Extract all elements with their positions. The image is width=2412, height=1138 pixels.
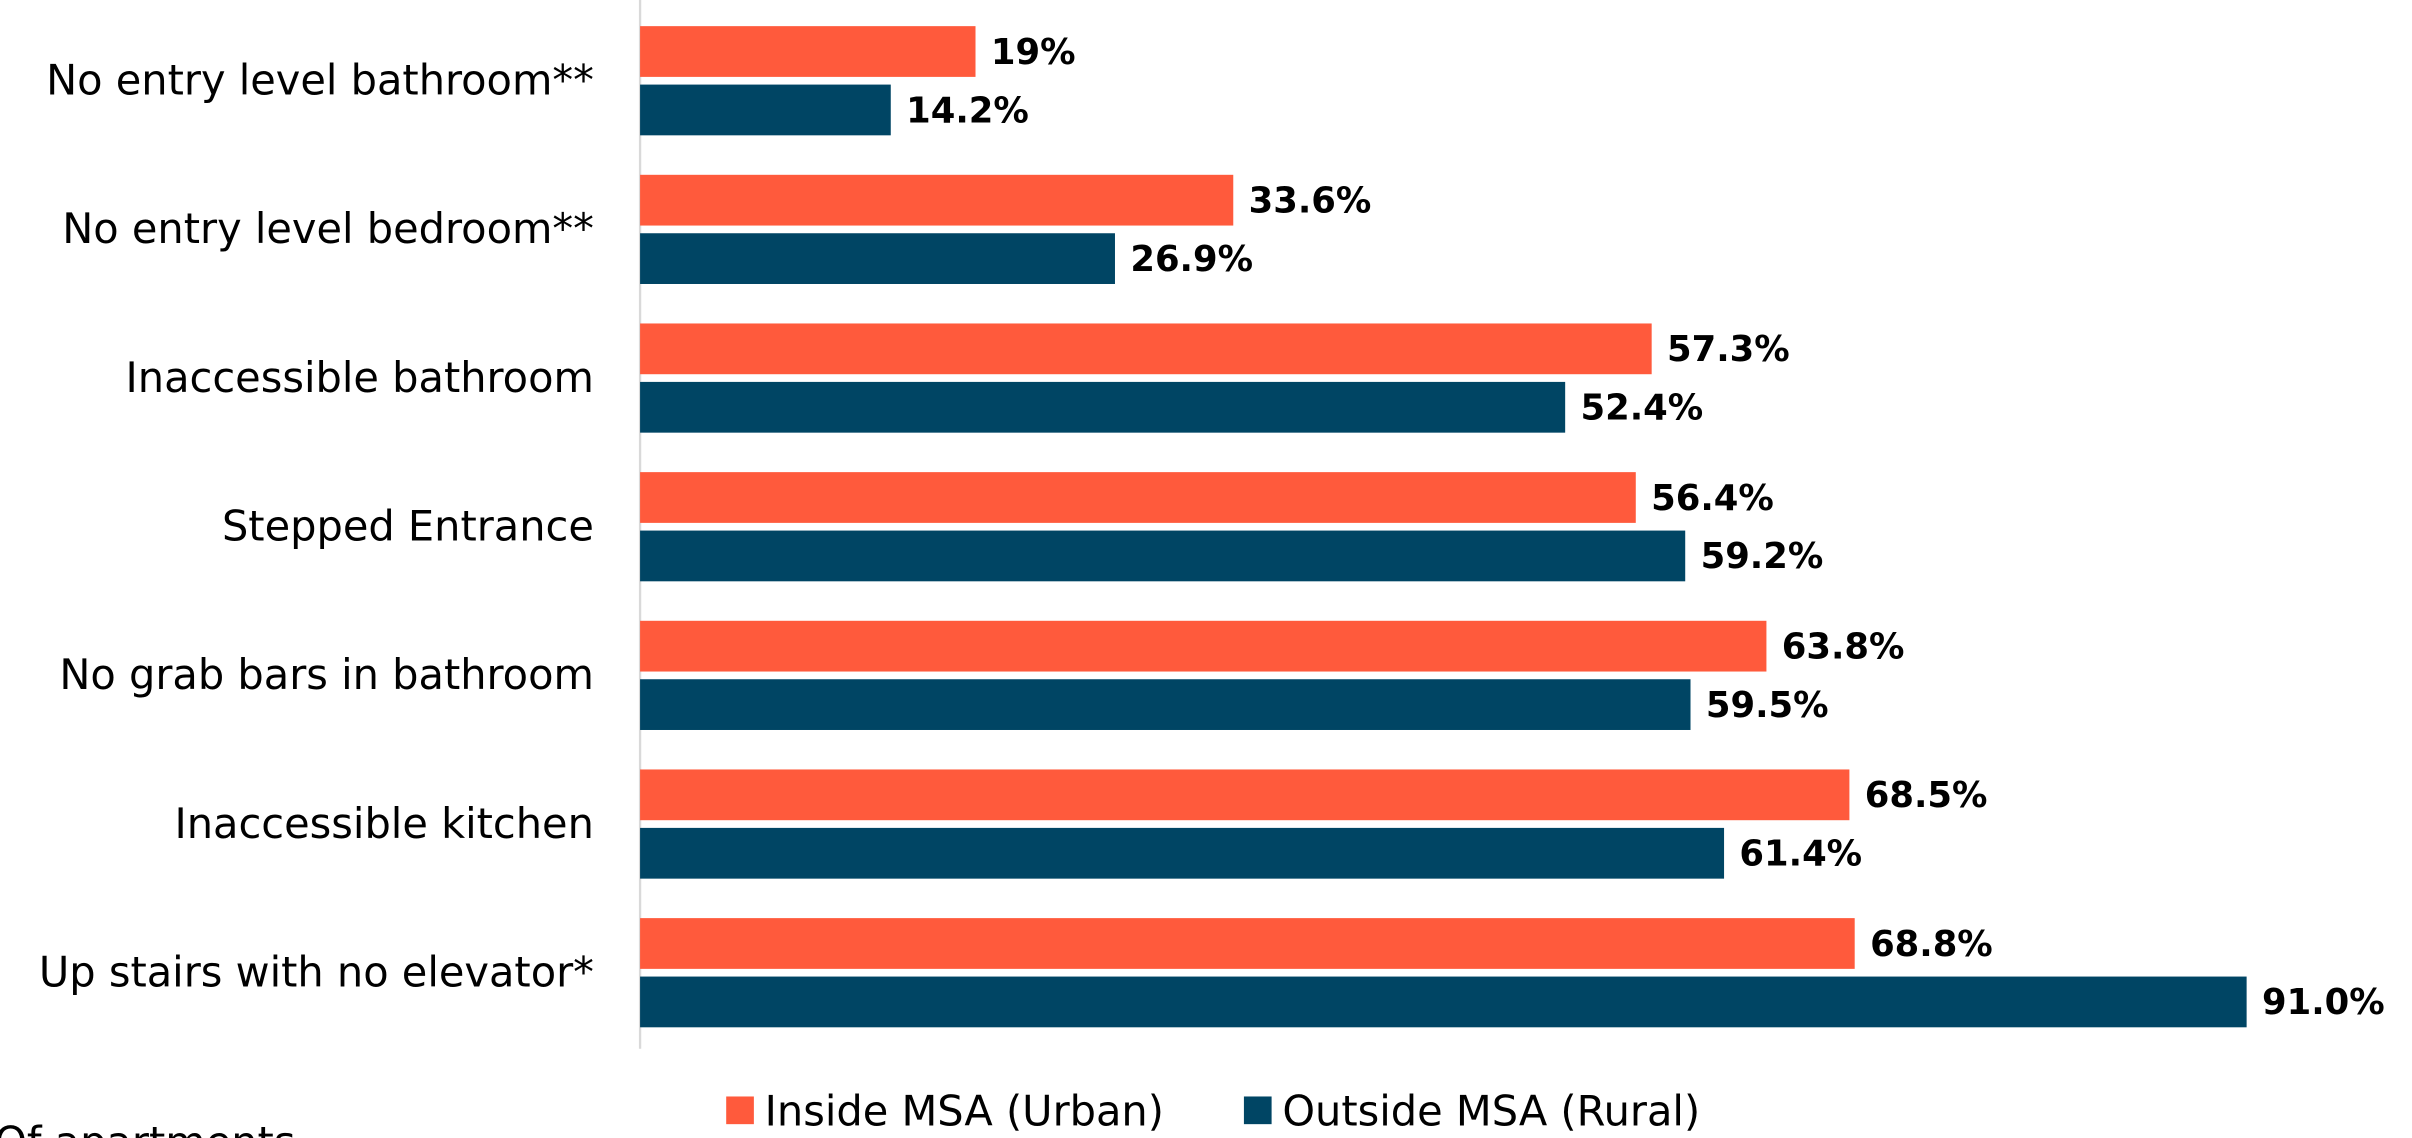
data-label: 59.5% [1706, 685, 1829, 726]
data-label: 19% [991, 32, 1076, 73]
y-tick-label: No grab bars in bathroom [59, 650, 594, 699]
data-label: 26.9% [1130, 239, 1253, 280]
bar [640, 679, 1691, 730]
data-label: 56.4% [1651, 478, 1774, 519]
legend-label: Outside MSA (Rural) [1282, 1087, 1700, 1136]
data-label: 59.2% [1701, 536, 1824, 577]
y-tick-label: Stepped Entrance [222, 502, 594, 551]
bar [640, 530, 1686, 582]
data-label: 52.4% [1581, 388, 1704, 429]
legend-label: Inside MSA (Urban) [765, 1087, 1164, 1136]
data-label: 68.5% [1865, 775, 1988, 816]
legend-swatch [1243, 1096, 1272, 1125]
data-label: 14.2% [906, 90, 1029, 131]
bar [640, 827, 1725, 879]
data-label: 57.3% [1667, 329, 1790, 370]
data-label: 91.0% [2262, 982, 2385, 1023]
bar [640, 26, 976, 77]
bar [640, 918, 1855, 969]
bar [640, 976, 2247, 1028]
legend-swatch [726, 1096, 754, 1125]
bar [640, 233, 1115, 284]
y-tick-label: No entry level bathroom** [46, 56, 594, 105]
bar [640, 620, 1767, 672]
data-label: 61.4% [1739, 834, 1862, 875]
note: Of apartments [0, 1117, 295, 1138]
data-label: 63.8% [1782, 626, 1905, 667]
y-tick-label: No entry level bedroom** [62, 204, 594, 253]
y-tick-label: Up stairs with no elevator* [39, 948, 594, 997]
data-label: 68.8% [1870, 924, 1993, 965]
y-tick-label: Inaccessible bathroom [126, 353, 594, 402]
bar [640, 323, 1652, 375]
bar [640, 84, 891, 136]
bar [640, 769, 1850, 821]
bar [640, 174, 1234, 226]
bar [640, 472, 1636, 523]
y-tick-label: Inaccessible kitchen [174, 799, 593, 848]
data-label: 33.6% [1249, 180, 1372, 221]
bar [640, 381, 1566, 433]
